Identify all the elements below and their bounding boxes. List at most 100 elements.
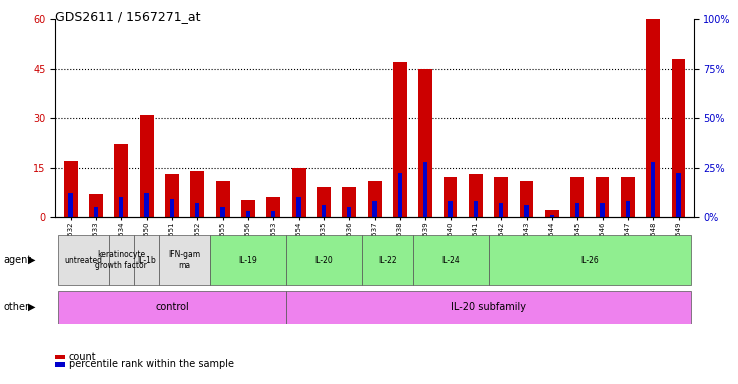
Text: IL-20 subfamily: IL-20 subfamily <box>451 302 526 312</box>
Bar <box>626 201 630 217</box>
Text: IL-22: IL-22 <box>378 256 396 265</box>
Bar <box>322 205 326 217</box>
Bar <box>362 235 413 285</box>
Bar <box>676 174 680 217</box>
Bar <box>170 199 174 217</box>
Bar <box>220 207 225 217</box>
Bar <box>89 194 103 217</box>
Bar <box>159 235 210 285</box>
Text: keratinocyte
growth factor: keratinocyte growth factor <box>95 250 147 270</box>
Text: IL-1b: IL-1b <box>137 256 156 265</box>
Bar <box>184 19 210 217</box>
Text: IL-19: IL-19 <box>238 256 258 265</box>
Bar <box>139 115 154 217</box>
Bar <box>489 235 692 285</box>
Bar <box>144 193 149 217</box>
Text: IL-20: IL-20 <box>314 256 334 265</box>
Bar <box>387 19 413 217</box>
Bar <box>165 174 179 217</box>
Bar <box>296 197 301 217</box>
Bar <box>418 69 432 217</box>
Bar <box>347 207 351 217</box>
Bar <box>362 19 387 217</box>
Text: ▶: ▶ <box>28 302 35 312</box>
Bar <box>134 19 159 217</box>
Bar <box>311 19 337 217</box>
Bar <box>210 235 286 285</box>
Bar <box>514 19 539 217</box>
Bar <box>159 19 184 217</box>
Bar <box>666 19 692 217</box>
Bar <box>463 19 489 217</box>
Bar <box>499 203 503 217</box>
Bar <box>368 181 382 217</box>
Bar <box>641 19 666 217</box>
Bar <box>195 203 199 217</box>
Bar <box>545 210 559 217</box>
Text: agent: agent <box>4 255 32 265</box>
Bar <box>286 19 311 217</box>
Bar <box>474 201 478 217</box>
Bar <box>235 19 261 217</box>
Text: control: control <box>155 302 189 312</box>
Bar <box>494 177 508 217</box>
Text: IFN-gam
ma: IFN-gam ma <box>168 250 201 270</box>
Text: untreated: untreated <box>64 256 103 265</box>
Bar <box>108 19 134 217</box>
Bar <box>241 200 255 217</box>
Bar <box>565 19 590 217</box>
Bar <box>520 181 534 217</box>
Bar <box>413 235 489 285</box>
Bar <box>210 19 235 217</box>
Bar <box>337 19 362 217</box>
Bar <box>600 203 605 217</box>
Bar <box>114 144 128 217</box>
Bar <box>646 19 661 217</box>
Bar <box>590 19 615 217</box>
Bar <box>342 187 356 217</box>
Text: IL-24: IL-24 <box>441 256 460 265</box>
Bar <box>271 211 275 217</box>
Bar <box>621 177 635 217</box>
Bar <box>134 235 159 285</box>
Text: count: count <box>69 352 96 362</box>
Bar <box>524 205 529 217</box>
Bar <box>489 19 514 217</box>
Bar <box>292 167 306 217</box>
Bar <box>444 177 458 217</box>
Bar <box>651 162 655 217</box>
Bar <box>83 19 108 217</box>
Bar <box>372 201 377 217</box>
Bar <box>539 19 565 217</box>
Text: GDS2611 / 1567271_at: GDS2611 / 1567271_at <box>55 10 201 23</box>
Bar <box>438 19 463 217</box>
Bar <box>615 19 641 217</box>
Bar <box>190 171 204 217</box>
Bar <box>596 177 610 217</box>
Bar <box>94 207 98 217</box>
Bar <box>413 19 438 217</box>
Bar <box>469 174 483 217</box>
Bar <box>575 203 579 217</box>
Text: percentile rank within the sample: percentile rank within the sample <box>69 359 234 369</box>
Bar <box>69 193 73 217</box>
Bar <box>398 174 402 217</box>
Bar <box>63 161 77 217</box>
Bar <box>58 291 286 324</box>
Bar <box>246 211 250 217</box>
Bar <box>58 235 108 285</box>
Text: other: other <box>4 302 30 312</box>
Bar <box>286 291 692 324</box>
Bar <box>261 19 286 217</box>
Bar <box>317 187 331 217</box>
Text: IL-26: IL-26 <box>581 256 599 265</box>
Bar <box>672 59 686 217</box>
Bar <box>266 197 280 217</box>
Text: ▶: ▶ <box>28 255 35 265</box>
Bar <box>550 215 554 217</box>
Bar <box>423 162 427 217</box>
Bar <box>393 62 407 217</box>
Bar <box>58 19 83 217</box>
Bar <box>108 235 134 285</box>
Bar <box>448 201 453 217</box>
